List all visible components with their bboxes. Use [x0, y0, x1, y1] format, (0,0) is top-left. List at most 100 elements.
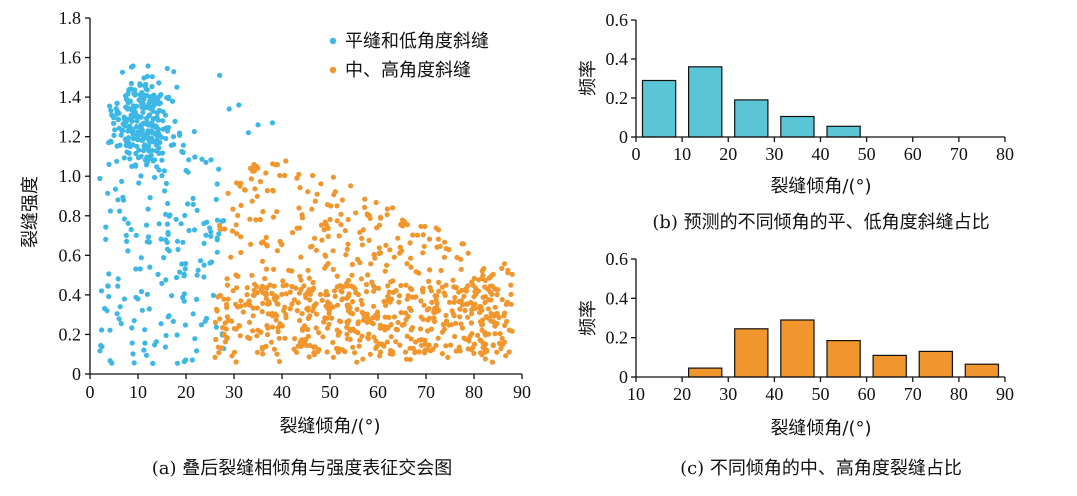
scatter-point-high-angle: [299, 327, 306, 333]
scatter-point-high-angle: [266, 299, 272, 305]
scatter-point-high-angle: [310, 285, 317, 291]
scatter-point-high-angle: [365, 272, 371, 278]
scatter-point-high-angle: [465, 283, 471, 289]
scatter-point-high-angle: [238, 249, 244, 256]
scatter-point-high-angle: [480, 340, 486, 346]
scatter-point-high-angle: [289, 230, 296, 236]
scatter-point-high-angle: [254, 193, 260, 199]
x-tick-label: 10: [627, 384, 645, 404]
scatter-point-high-angle: [408, 264, 414, 270]
scatter-point-high-angle: [338, 288, 344, 294]
scatter-point-high-angle: [471, 350, 477, 356]
scatter-point-low-angle: [183, 261, 189, 267]
scatter-point-low-angle: [199, 156, 205, 162]
scatter-point-low-angle: [203, 159, 209, 165]
scatter-point-high-angle: [296, 225, 303, 231]
scatter-point-low-angle: [144, 159, 150, 165]
scatter-point-high-angle: [336, 233, 342, 239]
scatter-point-high-angle: [503, 301, 509, 307]
scatter-point-high-angle: [390, 278, 396, 284]
scatter-point-high-angle: [426, 236, 433, 242]
scatter-point-low-angle: [139, 131, 145, 137]
scatter-point-high-angle: [305, 326, 311, 333]
scatter-point-high-angle: [264, 243, 270, 249]
y-tick-label: 0.6: [606, 249, 629, 269]
scatter-point-high-angle: [344, 246, 350, 252]
x-tick-label: 70: [904, 384, 922, 404]
scatter-point-low-angle: [155, 133, 161, 139]
scatter-point-low-angle: [216, 231, 222, 237]
scatter-point-low-angle: [219, 218, 225, 224]
scatter-point-high-angle: [318, 222, 325, 228]
scatter-point-high-angle: [377, 353, 383, 359]
scatter-point-high-angle: [223, 326, 229, 332]
scatter-point-high-angle: [345, 216, 351, 223]
scatter-point-high-angle: [339, 197, 345, 203]
scatter-point-low-angle: [214, 181, 220, 187]
scatter-point-high-angle: [459, 325, 465, 331]
scatter-point-high-angle: [383, 242, 389, 248]
scatter-point-high-angle: [231, 326, 237, 332]
scatter-point-low-angle: [115, 116, 121, 122]
scatter-point-high-angle: [340, 284, 347, 290]
scatter-point-low-angle: [149, 84, 155, 90]
scatter-point-high-angle: [410, 232, 416, 238]
scatter-point-low-angle: [172, 118, 178, 124]
scatter-point-low-angle: [136, 147, 142, 153]
scatter-point-low-angle: [135, 155, 141, 161]
scatter-point-high-angle: [280, 278, 286, 284]
scatter-point-low-angle: [131, 360, 137, 366]
scatter-point-high-angle: [222, 226, 228, 232]
scatter-point-low-angle: [98, 342, 104, 349]
scatter-point-high-angle: [404, 261, 410, 267]
scatter-point-high-angle: [345, 336, 351, 342]
scatter-point-high-angle: [465, 250, 471, 256]
scatter-point-high-angle: [467, 333, 473, 340]
scatter-point-low-angle: [124, 149, 130, 155]
scatter-point-high-angle: [482, 277, 488, 284]
scatter-point-high-angle: [293, 285, 299, 291]
scatter-point-low-angle: [152, 174, 158, 180]
scatter-point-high-angle: [322, 315, 328, 321]
panel-c-x-axis-label: 裂缝倾角/(°): [770, 418, 871, 439]
scatter-point-low-angle: [208, 157, 214, 163]
scatter-point-high-angle: [366, 237, 372, 243]
scatter-point-high-angle: [242, 187, 248, 193]
scatter-point-low-angle: [174, 360, 180, 366]
scatter-point-high-angle: [229, 228, 236, 234]
scatter-point-high-angle: [496, 314, 502, 320]
scatter-point-low-angle: [130, 132, 136, 138]
scatter-point-high-angle: [372, 255, 378, 261]
scatter-point-low-angle: [123, 232, 129, 238]
scatter-point-high-angle: [377, 250, 383, 256]
scatter-point-high-angle: [264, 285, 270, 291]
scatter-point-low-angle: [186, 227, 192, 234]
histogram-bar: [734, 328, 769, 378]
scatter-point-high-angle: [248, 176, 254, 182]
panel-a-scatter: 0 10 20 30 40 50 60 70 80 90 0 0.2 0.4 0.6 0.8 1.0 1.2 1.…: [20, 8, 531, 479]
scatter-point-high-angle: [298, 254, 304, 260]
scatter-point-high-angle: [473, 290, 479, 296]
panel-c-y-axis-label: 频率: [578, 300, 599, 336]
scatter-point-low-angle: [159, 157, 165, 163]
scatter-point-low-angle: [120, 194, 126, 200]
scatter-point-high-angle: [479, 268, 485, 274]
scatter-point-high-angle: [443, 343, 449, 349]
scatter-point-high-angle: [352, 286, 358, 292]
scatter-point-high-angle: [304, 305, 310, 312]
scatter-point-high-angle: [480, 317, 486, 323]
scatter-point-high-angle: [492, 331, 498, 337]
scatter-point-low-angle: [147, 264, 153, 270]
scatter-point-low-angle: [162, 112, 169, 118]
scatter-point-high-angle: [259, 344, 265, 351]
scatter-point-high-angle: [283, 311, 289, 318]
panel-b-tick-labels: 0 10 20 30 40 50 60 70 80 0 0.2 0.4 0.6: [606, 10, 1015, 164]
scatter-point-high-angle: [322, 265, 328, 271]
scatter-point-high-angle: [358, 235, 365, 241]
legend-label-low-angle: 平缝和低角度斜缝: [345, 31, 489, 52]
scatter-point-high-angle: [254, 305, 260, 311]
scatter-point-high-angle: [322, 252, 328, 258]
scatter-point-low-angle: [130, 351, 136, 357]
scatter-point-high-angle: [376, 245, 382, 251]
y-tick-label: 0: [619, 367, 628, 387]
